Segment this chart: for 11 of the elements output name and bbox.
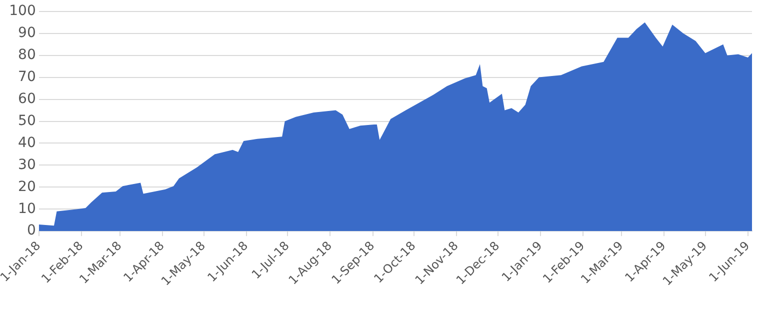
y-tick-label: 50 xyxy=(18,112,36,129)
y-tick-label: 70 xyxy=(18,68,36,85)
y-tick-label: 30 xyxy=(18,156,36,173)
y-tick-label: 0 xyxy=(26,222,36,239)
y-tick-label: 60 xyxy=(18,90,36,107)
y-tick-label: 10 xyxy=(18,200,36,217)
y-tick-label: 80 xyxy=(18,46,36,63)
y-tick-label: 40 xyxy=(18,134,36,151)
y-tick-label: 20 xyxy=(18,178,36,195)
y-tick-label: 100 xyxy=(9,3,36,20)
y-tick-label: 90 xyxy=(18,25,36,42)
